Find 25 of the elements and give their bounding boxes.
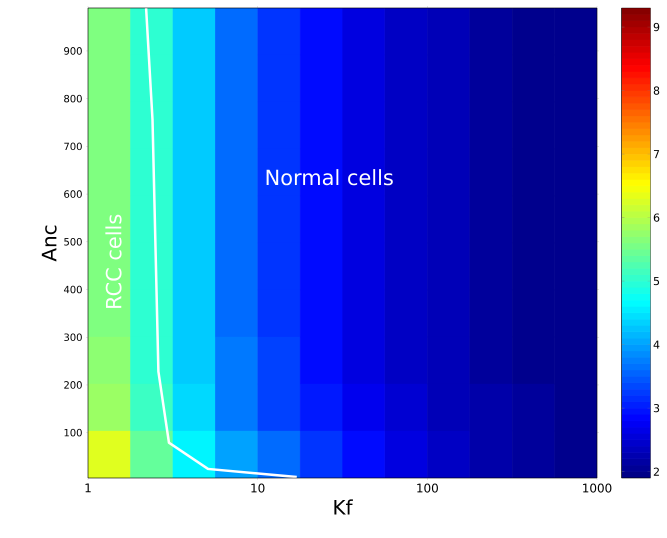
y-tick-label: 500 [64, 238, 82, 246]
y-tick-label: 100 [64, 428, 82, 436]
y-axis-title: Anc [42, 226, 57, 262]
y-tick-label: 800 [64, 94, 82, 102]
y-tick-label: 400 [64, 286, 82, 294]
x-tick-label: 1 [86, 484, 91, 492]
y-tick-label: 300 [64, 333, 82, 342]
y-tick-label: 600 [64, 190, 82, 198]
y-tick-label: 700 [64, 142, 82, 150]
annotation: Normal cells [266, 169, 393, 186]
x-axis-title: Kf [334, 499, 353, 515]
color-bar-label: 9 [654, 22, 660, 32]
color-bar-label: 5 [654, 277, 660, 286]
annotation: RCC cells [105, 214, 122, 308]
color-bar-label: 8 [654, 86, 660, 95]
color-bar-label: 6 [654, 213, 660, 222]
x-tick-label: 1000 [583, 484, 612, 493]
color-bar-label: 3 [654, 404, 660, 412]
x-tick-label: 100 [417, 484, 438, 493]
color-bar-label: 7 [654, 150, 660, 158]
y-tick-label: 200 [64, 381, 82, 389]
color-bar-label: 4 [654, 340, 660, 349]
color-bar-label: 2 [654, 468, 659, 476]
y-tick-label: 900 [64, 47, 82, 55]
x-tick-label: 10 [251, 484, 264, 493]
